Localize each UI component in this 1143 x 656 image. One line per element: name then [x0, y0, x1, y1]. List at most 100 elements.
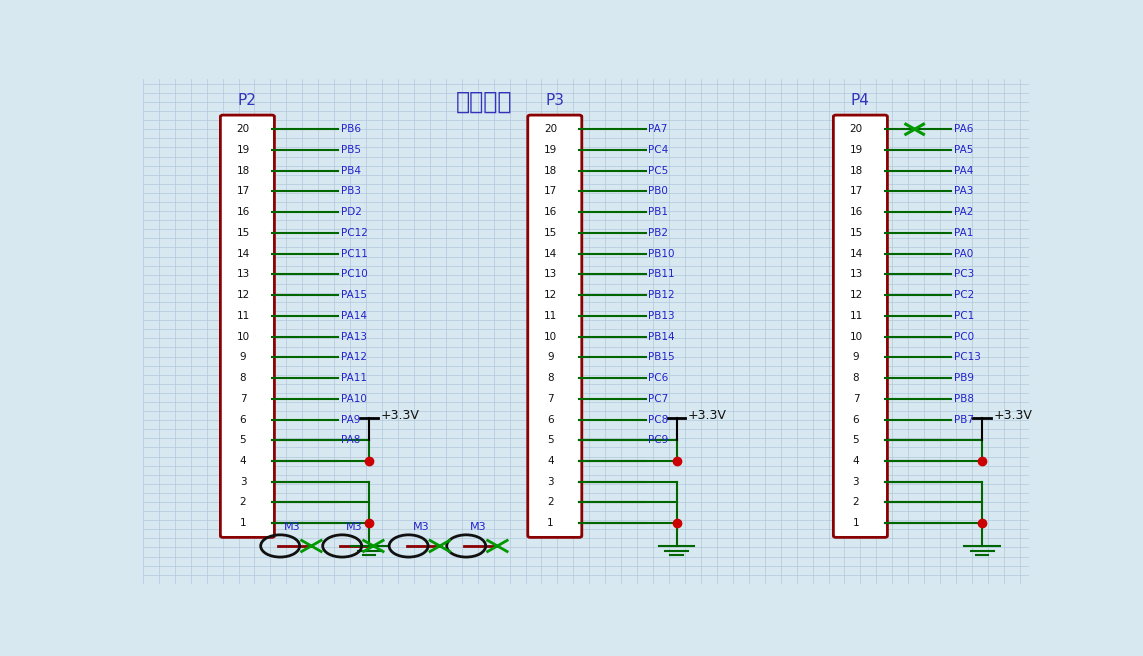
Text: PA0: PA0: [954, 249, 973, 258]
Text: 9: 9: [853, 352, 860, 362]
Text: 12: 12: [849, 290, 863, 300]
Text: PC0: PC0: [954, 331, 974, 342]
FancyBboxPatch shape: [833, 115, 887, 537]
Text: PA13: PA13: [341, 331, 367, 342]
Text: P3: P3: [545, 92, 565, 108]
Text: PC1: PC1: [954, 311, 974, 321]
Text: PA6: PA6: [954, 124, 973, 134]
Text: 2: 2: [240, 497, 246, 508]
Text: PB12: PB12: [648, 290, 674, 300]
Text: M3: M3: [413, 522, 429, 532]
Text: PA11: PA11: [341, 373, 367, 383]
Text: 12: 12: [544, 290, 557, 300]
Text: 3: 3: [853, 477, 860, 487]
Text: PA2: PA2: [954, 207, 973, 217]
Text: 5: 5: [853, 436, 860, 445]
Text: 17: 17: [849, 186, 863, 196]
Text: PB11: PB11: [648, 270, 674, 279]
Text: PC11: PC11: [341, 249, 368, 258]
Text: 3: 3: [547, 477, 553, 487]
Text: 6: 6: [853, 415, 860, 424]
Text: 1: 1: [240, 518, 246, 528]
Text: 18: 18: [849, 166, 863, 176]
Text: 18: 18: [544, 166, 557, 176]
FancyBboxPatch shape: [528, 115, 582, 537]
Text: 11: 11: [544, 311, 557, 321]
Text: 8: 8: [547, 373, 553, 383]
Text: 10: 10: [544, 331, 557, 342]
Text: 13: 13: [237, 270, 249, 279]
Text: PA3: PA3: [954, 186, 973, 196]
Text: PC8: PC8: [648, 415, 669, 424]
Text: PB10: PB10: [648, 249, 674, 258]
Text: PA4: PA4: [954, 166, 973, 176]
Text: 17: 17: [544, 186, 557, 196]
Text: PD2: PD2: [341, 207, 361, 217]
Text: +3.3V: +3.3V: [993, 409, 1032, 422]
Text: PB0: PB0: [648, 186, 669, 196]
Text: 9: 9: [547, 352, 553, 362]
Text: PC2: PC2: [954, 290, 974, 300]
Text: 4: 4: [240, 456, 246, 466]
Text: 4: 4: [547, 456, 553, 466]
Text: 外扩引脚: 外扩引脚: [456, 89, 512, 113]
Text: PA7: PA7: [648, 124, 668, 134]
Text: M3: M3: [285, 522, 301, 532]
Text: 19: 19: [849, 145, 863, 155]
Text: M3: M3: [346, 522, 362, 532]
Text: PB13: PB13: [648, 311, 674, 321]
Text: PA12: PA12: [341, 352, 367, 362]
Text: PA9: PA9: [341, 415, 360, 424]
Text: 6: 6: [547, 415, 553, 424]
Text: 1: 1: [547, 518, 553, 528]
Text: 8: 8: [240, 373, 246, 383]
Text: 19: 19: [237, 145, 249, 155]
Text: PC9: PC9: [648, 436, 669, 445]
Text: P2: P2: [238, 92, 257, 108]
Text: PC7: PC7: [648, 394, 669, 404]
Text: P4: P4: [850, 92, 870, 108]
Text: PC6: PC6: [648, 373, 669, 383]
Text: 14: 14: [237, 249, 249, 258]
Text: 17: 17: [237, 186, 249, 196]
Text: PB14: PB14: [648, 331, 674, 342]
Text: PB5: PB5: [341, 145, 361, 155]
Text: PA8: PA8: [341, 436, 360, 445]
Text: 9: 9: [240, 352, 246, 362]
Text: 13: 13: [849, 270, 863, 279]
Text: 7: 7: [547, 394, 553, 404]
Text: 6: 6: [240, 415, 246, 424]
Text: 2: 2: [547, 497, 553, 508]
Text: 5: 5: [547, 436, 553, 445]
Text: PB8: PB8: [954, 394, 974, 404]
Text: 10: 10: [237, 331, 249, 342]
Text: 10: 10: [849, 331, 863, 342]
Text: PC4: PC4: [648, 145, 669, 155]
Text: PC10: PC10: [341, 270, 368, 279]
Text: 5: 5: [240, 436, 246, 445]
Text: 16: 16: [544, 207, 557, 217]
Text: PB7: PB7: [954, 415, 974, 424]
Text: +3.3V: +3.3V: [381, 409, 419, 422]
Text: 7: 7: [853, 394, 860, 404]
Text: 1: 1: [853, 518, 860, 528]
Text: 15: 15: [849, 228, 863, 238]
Text: PB6: PB6: [341, 124, 361, 134]
Text: +3.3V: +3.3V: [688, 409, 727, 422]
Text: 11: 11: [849, 311, 863, 321]
Text: 14: 14: [849, 249, 863, 258]
Text: PA15: PA15: [341, 290, 367, 300]
Text: 15: 15: [544, 228, 557, 238]
Text: 16: 16: [849, 207, 863, 217]
Text: M3: M3: [470, 522, 487, 532]
Text: 19: 19: [544, 145, 557, 155]
Text: PC5: PC5: [648, 166, 669, 176]
Text: 7: 7: [240, 394, 246, 404]
Text: 15: 15: [237, 228, 249, 238]
Text: 20: 20: [544, 124, 557, 134]
Text: PB3: PB3: [341, 186, 361, 196]
FancyBboxPatch shape: [221, 115, 274, 537]
Text: 8: 8: [853, 373, 860, 383]
Text: 2: 2: [853, 497, 860, 508]
Text: PB4: PB4: [341, 166, 361, 176]
